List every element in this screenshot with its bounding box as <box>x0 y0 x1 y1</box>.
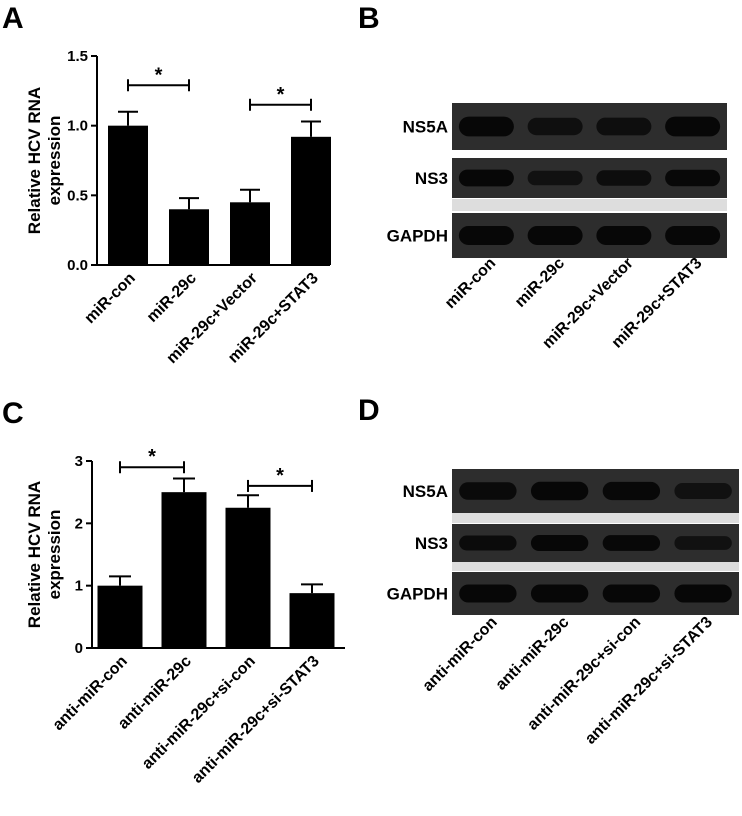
significance-star: * <box>148 446 156 468</box>
panel-letter-b: B <box>358 2 380 35</box>
y-axis-title: Relative HCV RNAexpression <box>25 481 64 628</box>
bar <box>108 125 148 266</box>
blot-band <box>602 584 661 603</box>
blot-band <box>458 116 514 137</box>
blot-band <box>527 226 583 245</box>
y-tick-label: 1.5 <box>67 48 88 65</box>
category-label: anti-miR-29c+si-con <box>139 653 259 773</box>
blot-band <box>530 481 589 501</box>
significance-star: * <box>277 84 285 106</box>
blot-band <box>674 536 732 550</box>
blot-band <box>458 169 514 187</box>
blot-separator <box>452 199 727 211</box>
blot-lane-label: anti-miR-29c+si-STAT3 <box>582 614 716 748</box>
y-axis-title: Relative HCV RNAexpression <box>25 87 64 234</box>
y-tick-label: 1.0 <box>67 118 88 135</box>
bar-chart-a: 0.0 0.5 1.0 1.5 Relative HCV RNAexpression mi… <box>25 48 331 367</box>
bar <box>230 202 270 265</box>
blot-separator <box>452 513 739 523</box>
blot-band <box>665 116 721 137</box>
blot-band <box>527 117 583 136</box>
significance-star: * <box>155 64 163 86</box>
blot-band <box>665 226 721 245</box>
blot-band <box>596 117 652 136</box>
blot-band <box>459 535 517 551</box>
blot-band <box>665 169 721 187</box>
blot-band <box>674 584 732 603</box>
blot-band <box>459 584 517 603</box>
blot-lane-label: anti-miR-29c <box>493 614 573 694</box>
blot-row-label: GAPDH <box>387 585 448 604</box>
blot-row-label: GAPDH <box>387 227 448 246</box>
blot-band <box>530 584 589 603</box>
y-tick-label: 3 <box>75 453 83 470</box>
blot-band <box>602 535 661 551</box>
blot-row-label: NS3 <box>415 169 448 188</box>
y-axis-title-line: Relative HCV RNA <box>25 87 44 234</box>
blot-lane-label: anti-miR-con <box>420 614 501 695</box>
blot-band <box>527 170 583 186</box>
blot-band <box>674 482 732 500</box>
bar <box>291 136 331 265</box>
y-tick-label: 0.5 <box>67 187 88 204</box>
y-tick-label: 1 <box>75 578 83 595</box>
blot-band <box>459 482 517 500</box>
significance-star: * <box>276 465 284 487</box>
blot-separator <box>452 562 739 571</box>
blot-row-label: NS5A <box>403 482 448 501</box>
bar <box>225 507 271 648</box>
category-label: miR-con <box>82 270 139 327</box>
blot-band <box>596 170 652 186</box>
blot-row-label: NS3 <box>415 534 448 553</box>
blot-row-label: NS5A <box>403 118 448 137</box>
blot-band <box>458 226 514 245</box>
y-axis-title-line: expression <box>45 510 64 600</box>
y-axis-title-line: expression <box>45 116 64 206</box>
blot-lane-label: miR-29c <box>512 255 568 311</box>
bar <box>169 209 209 265</box>
blot-band <box>602 481 661 501</box>
panel-letter-a: A <box>2 2 24 35</box>
western-blot-d: NS5A NS3 GAPDH anti-miR-conanti-miR-29canti… <box>387 469 739 748</box>
bar <box>289 593 335 648</box>
y-axis-title-line: Relative HCV RNA <box>25 481 44 628</box>
y-tick-label: 2 <box>75 515 83 532</box>
bar <box>97 585 143 648</box>
bar <box>161 492 207 648</box>
panel-letter-c: C <box>2 397 24 430</box>
blot-lane-label: miR-con <box>442 255 499 312</box>
category-label: miR-29c <box>144 270 200 326</box>
blot-band <box>530 535 589 551</box>
panel-letter-d: D <box>358 394 380 427</box>
category-label: anti-miR-29c+si-STAT3 <box>189 653 323 787</box>
y-tick-label: 0.0 <box>67 257 88 274</box>
blot-band <box>596 226 652 245</box>
y-tick-label: 0 <box>75 640 83 657</box>
